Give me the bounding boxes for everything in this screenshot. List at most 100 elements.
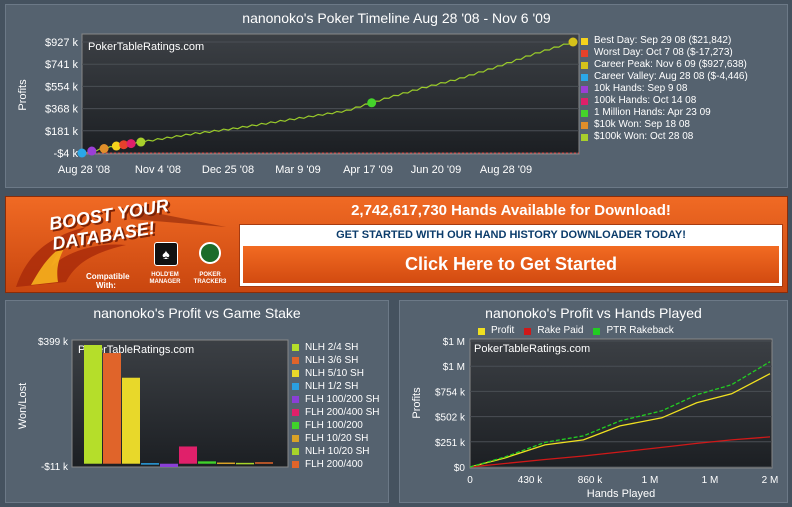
stake-bar [103, 353, 121, 464]
stake-legend-swatch [292, 422, 299, 429]
timeline-xtick: Apr 17 '09 [343, 164, 393, 176]
promo-banner[interactable]: BOOST YOUR DATABASE! Compatible With: ♠ … [5, 195, 788, 293]
hands-series-line [469, 436, 771, 468]
stake-legend-label: NLH 1/2 SH [305, 381, 359, 392]
hands-xtick: 860 k [578, 475, 603, 486]
stake-legend-label: FLH 10/20 SH [305, 433, 369, 444]
stake-bar [160, 463, 178, 467]
stake-legend-swatch [292, 344, 299, 351]
poker-tracker-label: POKER TRACKER3 [193, 272, 227, 285]
stake-chart: $399 k -$11 k Won/Lost PokerTableRatings… [17, 337, 289, 473]
timeline-milestone-marker [87, 146, 97, 156]
stake-watermark: PokerTableRatings.com [78, 344, 194, 356]
stake-legend-item: NLH 10/20 SH [292, 445, 380, 458]
stake-bar [236, 462, 254, 465]
hands-xtick: 2 M [762, 475, 779, 486]
hands-legend-item: PTR Rakeback [593, 325, 674, 337]
timeline-xtick: Aug 28 '09 [480, 164, 532, 176]
hands-ytick: $754 k [435, 387, 466, 398]
stake-bar [255, 462, 273, 464]
hands-watermark: PokerTableRatings.com [474, 343, 590, 355]
stake-legend-swatch [292, 357, 299, 364]
timeline-legend-swatch [581, 85, 588, 93]
stake-legend-item: FLH 200/400 SH [292, 406, 380, 419]
timeline-legend-swatch [581, 49, 588, 57]
timeline-legend-item: 10k Hands: Sep 9 08 [581, 83, 748, 95]
timeline-xtick: Aug 28 '08 [58, 164, 110, 176]
stake-legend-label: NLH 10/20 SH [305, 446, 370, 457]
stake-legend-item: NLH 5/10 SH [292, 367, 380, 380]
timeline-watermark: PokerTableRatings.com [88, 41, 204, 53]
stake-legend-label: FLH 200/400 SH [305, 407, 380, 418]
phoenix-logo [16, 207, 226, 287]
hands-xtick: 1 M [702, 475, 719, 486]
hands-legend-label: Rake Paid [537, 325, 584, 336]
stake-legend: NLH 2/4 SH NLH 3/6 SH NLH 5/10 SH NLH 1/2 S… [292, 341, 380, 471]
timeline-legend-item: Worst Day: Oct 7 08 ($-17,273) [581, 47, 748, 59]
stake-legend-swatch [292, 435, 299, 442]
stake-legend-swatch [292, 396, 299, 403]
timeline-milestone-marker [136, 137, 146, 147]
stake-ylabel: Won/Lost [17, 383, 29, 429]
hands-series-line [469, 373, 771, 468]
timeline-xtick: Nov 4 '08 [135, 164, 181, 176]
hands-legend-item: Profit [478, 325, 514, 337]
stake-legend-label: NLH 2/4 SH [305, 342, 359, 353]
timeline-legend: Best Day: Sep 29 08 ($21,842) Worst Day: … [581, 35, 748, 143]
hands-panel: nanonoko's Profit vs Hands Played Profit… [399, 300, 788, 503]
timeline-ylabel: Profits [17, 79, 29, 111]
stake-bar [141, 463, 159, 465]
timeline-milestone-marker [99, 144, 109, 154]
cta-box[interactable]: GET STARTED WITH OUR HAND HISTORY DOWNLO… [239, 224, 783, 287]
hands-legend-swatch [593, 327, 601, 335]
timeline-legend-swatch [581, 97, 588, 105]
stake-ytick-top: $399 k [38, 337, 69, 348]
hands-ytick: $0 [454, 463, 466, 474]
timeline-legend-item: 1 Million Hands: Apr 23 09 [581, 107, 748, 119]
hands-plot-area [469, 338, 773, 469]
stake-legend-item: FLH 200/400 [292, 458, 380, 471]
hands-legend-swatch [478, 327, 485, 335]
timeline-profit-line [81, 41, 574, 154]
hands-xlabel: Hands Played [587, 488, 656, 500]
stake-legend-label: NLH 3/6 SH [305, 355, 359, 366]
timeline-legend-swatch [581, 121, 588, 129]
hands-legend-item: Rake Paid [524, 325, 583, 337]
timeline-ytick: $554 k [45, 81, 79, 93]
timeline-ytick: $741 k [45, 59, 79, 71]
stake-legend-item: FLH 10/20 SH [292, 432, 380, 445]
timeline-legend-label: 100k Hands: Oct 14 08 [594, 95, 697, 106]
timeline-milestone-marker [126, 139, 136, 149]
hands-ylabel: Profits [411, 387, 423, 419]
timeline-legend-label: Career Peak: Nov 6 09 ($927,638) [594, 59, 747, 70]
timeline-xtick: Mar 9 '09 [275, 164, 321, 176]
timeline-xtick: Jun 20 '09 [411, 164, 461, 176]
stake-legend-swatch [292, 461, 299, 468]
stake-legend-label: FLH 100/200 [305, 420, 363, 431]
timeline-milestone-marker [367, 98, 377, 108]
stake-bar [217, 462, 235, 465]
hands-xtick: 1 M [642, 475, 659, 486]
stake-legend-swatch [292, 370, 299, 377]
hands-legend-label: Profit [491, 325, 515, 336]
hands-chart: $1 M $1 M $754 k $502 k $251 k $00 430 k 860 k 1… [411, 337, 779, 500]
stake-legend-swatch [292, 448, 299, 455]
stake-legend-label: FLH 200/400 [305, 459, 363, 470]
timeline-milestone-marker [568, 37, 578, 47]
hands-ytick: $1 M [443, 337, 465, 348]
timeline-ytick: $181 k [45, 126, 79, 138]
stake-legend-item: FLH 100/200 SH [292, 393, 380, 406]
cta-headline[interactable]: GET STARTED WITH OUR HAND HISTORY DOWNLO… [336, 229, 686, 241]
timeline-milestone-marker [77, 148, 87, 158]
stake-legend-item: NLH 2/4 SH [292, 341, 380, 354]
hands-xtick: 430 k [518, 475, 543, 486]
timeline-milestone-marker [111, 141, 121, 151]
hands-xtick: 0 [467, 475, 473, 486]
get-started-button[interactable]: Click Here to Get Started [243, 246, 779, 283]
timeline-legend-item: 100k Hands: Oct 14 08 [581, 95, 748, 107]
timeline-milestone-marker [119, 140, 129, 150]
hands-legend-label: PTR Rakeback [606, 325, 674, 336]
timeline-ytick: $927 k [45, 37, 79, 49]
holdem-manager-label: HOLD'EM MANAGER [149, 272, 181, 285]
timeline-title: nanonoko's Poker Timeline Aug 28 '08 - N… [242, 10, 551, 26]
